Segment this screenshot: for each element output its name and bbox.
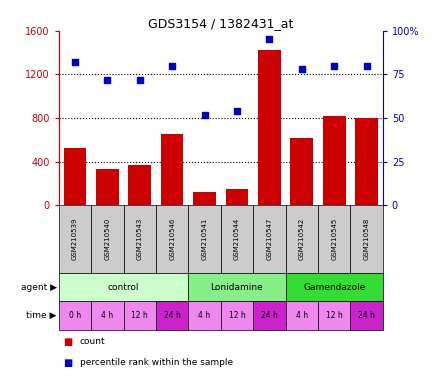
Bar (355, 118, 377, 205)
Text: 24 h: 24 h (163, 311, 180, 320)
Text: 24 h: 24 h (260, 311, 277, 320)
Text: agent ▶: agent ▶ (20, 283, 56, 291)
Text: ■: ■ (63, 337, 72, 347)
Text: 24 h: 24 h (357, 311, 374, 320)
Point (330, 63, 337, 69)
Text: 12 h: 12 h (325, 311, 342, 320)
Text: GSM210541: GSM210541 (201, 218, 207, 260)
Text: GSM210540: GSM210540 (104, 218, 110, 260)
Point (168, 63, 175, 69)
Text: 4 h: 4 h (198, 311, 210, 320)
Text: 12 h: 12 h (131, 311, 148, 320)
Text: GSM210545: GSM210545 (330, 218, 336, 260)
Point (104, 76, 111, 83)
Bar (193, 192, 215, 205)
Point (362, 63, 369, 69)
Text: GSM210547: GSM210547 (266, 218, 272, 260)
Text: control: control (108, 283, 139, 291)
Text: time ▶: time ▶ (26, 311, 56, 320)
Bar (257, 50, 280, 205)
Bar (161, 134, 183, 205)
Text: 4 h: 4 h (295, 311, 307, 320)
Text: Lonidamine: Lonidamine (210, 283, 263, 291)
Bar (63, 147, 86, 205)
Point (71, 59, 78, 65)
Title: GDS3154 / 1382431_at: GDS3154 / 1382431_at (148, 17, 293, 30)
Text: count: count (79, 337, 105, 346)
Bar (96, 169, 118, 205)
Text: percentile rank within the sample: percentile rank within the sample (79, 358, 232, 367)
Text: 12 h: 12 h (228, 311, 245, 320)
Point (136, 76, 143, 83)
Bar (322, 116, 345, 205)
Point (265, 36, 272, 43)
Bar (225, 189, 248, 205)
Text: Gamendazole: Gamendazole (302, 283, 365, 291)
Text: GSM210546: GSM210546 (169, 218, 175, 260)
Text: GSM210548: GSM210548 (363, 218, 369, 260)
Text: ■: ■ (63, 358, 72, 368)
Text: GSM210543: GSM210543 (136, 218, 142, 260)
Text: 4 h: 4 h (101, 311, 113, 320)
Point (201, 111, 207, 118)
Point (298, 66, 305, 72)
Text: GSM210539: GSM210539 (72, 218, 78, 260)
Bar (290, 138, 312, 205)
Point (233, 108, 240, 114)
Text: 0 h: 0 h (69, 311, 81, 320)
Text: GSM210542: GSM210542 (298, 218, 304, 260)
Bar (128, 165, 151, 205)
Text: GSM210544: GSM210544 (233, 218, 240, 260)
